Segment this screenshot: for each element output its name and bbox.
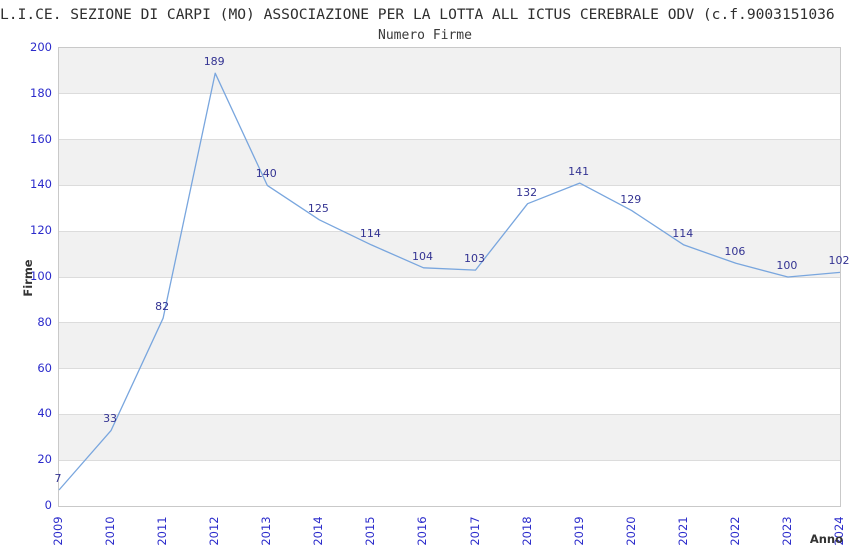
x-tick-label: 2022 — [727, 516, 742, 546]
y-tick-label: 160 — [30, 131, 52, 146]
data-label: 189 — [203, 55, 225, 69]
line-series — [58, 72, 841, 491]
data-label: 100 — [776, 259, 798, 272]
data-label: 129 — [620, 192, 642, 206]
y-axis-title: Firme — [21, 259, 35, 297]
gridline — [59, 93, 840, 95]
x-tick-label: 2019 — [571, 516, 586, 546]
y-tick-label: 20 — [37, 452, 52, 467]
x-tick-label: 2016 — [415, 516, 430, 546]
data-label: 103 — [464, 252, 486, 266]
gridline — [59, 276, 840, 278]
y-tick-label: 60 — [37, 360, 52, 375]
y-tick-label: 120 — [30, 223, 52, 238]
x-tick-label: 2014 — [311, 516, 326, 546]
x-tick-label: 2009 — [51, 516, 65, 546]
gridline — [59, 230, 840, 232]
y-tick-label: 80 — [37, 314, 52, 329]
firme-line — [58, 72, 841, 491]
y-tick-label: 0 — [44, 498, 52, 512]
data-label: 114 — [359, 226, 381, 240]
data-label: 7 — [54, 471, 62, 485]
x-tick-label: 2018 — [519, 516, 534, 546]
x-tick-label: 2012 — [207, 516, 222, 546]
x-axis-title: Anno — [809, 532, 843, 546]
x-tick-label: 2011 — [155, 516, 170, 546]
x-tick-label: 2017 — [467, 516, 482, 546]
data-label: 33 — [103, 412, 118, 426]
data-label: 104 — [411, 249, 433, 263]
y-tick-label: 40 — [37, 406, 52, 421]
x-tick-label: 2010 — [103, 516, 118, 546]
data-label: 114 — [672, 226, 694, 240]
gridline — [59, 413, 840, 415]
y-tick-label: 200 — [30, 40, 52, 54]
y-tick-label: 100 — [30, 269, 52, 283]
gridline — [59, 322, 840, 324]
x-tick-label: 2015 — [363, 516, 378, 546]
data-label: 102 — [828, 254, 850, 268]
x-tick-label: 2021 — [675, 516, 690, 546]
data-label: 125 — [307, 201, 329, 215]
data-label: 132 — [516, 185, 538, 199]
gridline — [59, 368, 840, 370]
gridline — [59, 139, 840, 141]
x-tick-label: 2013 — [259, 516, 274, 546]
data-label: 106 — [724, 245, 746, 259]
gridline — [59, 184, 840, 186]
plot-area — [58, 47, 841, 507]
gridline — [59, 459, 840, 461]
chart-subtitle: Numero Firme — [378, 28, 472, 43]
data-label: 140 — [255, 167, 277, 181]
y-tick-label: 140 — [30, 177, 52, 192]
chart-title: L.I.CE. SEZIONE DI CARPI (MO) ASSOCIAZIO… — [0, 6, 835, 23]
y-tick-label: 180 — [30, 85, 52, 100]
data-label: 141 — [568, 165, 590, 179]
x-tick-label: 2020 — [623, 516, 638, 546]
data-label: 82 — [155, 300, 170, 314]
x-tick-label: 2023 — [779, 516, 794, 546]
